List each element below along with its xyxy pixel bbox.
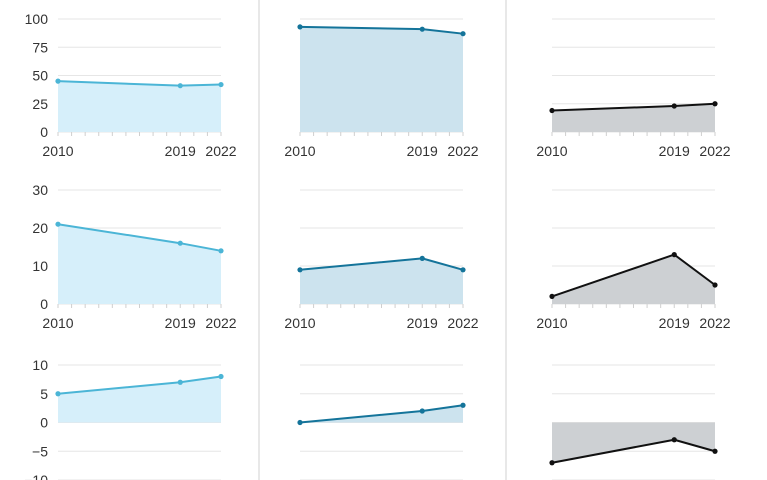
panel-r2c3: 2010 2019 2022 [536,189,731,331]
panel-r1c1-area [58,81,221,132]
panel-r2c2-x-tick-label: 2022 [447,315,478,331]
panel-r3c2-point-2022 [460,402,466,408]
panel-r3c1-point-2019 [177,379,183,385]
panel-r2c1-point-2010 [55,221,61,227]
panel-r2c3-point-2022 [712,282,718,288]
panel-r3c2-area [300,405,463,423]
panel-r1c1-y-tick-label: 75 [32,39,48,55]
panel-r3c2-point-2019 [419,408,425,414]
panel-r1c2-x-tick-label: 2010 [284,143,315,159]
panel-r1c2-area [300,26,463,132]
panel-r2c2-point-2022 [460,267,466,273]
panel-r1c3-point-2019 [671,103,677,109]
panel-r2c3-x-tick-label: 2019 [659,315,690,331]
panel-r1c3-point-2022 [712,101,718,107]
panel-r1c1-point-2010 [55,78,61,84]
panel-r1c2-x-tick-label: 2019 [407,143,438,159]
panel-r2c1-x-tick-label: 2010 [42,315,73,331]
panel-r3c3-point-2010 [549,460,555,466]
panel-r3c1-point-2022 [218,373,224,380]
panel-r1c3-x-tick-label: 2022 [699,143,730,159]
panel-r1c1-point-2019 [177,83,183,89]
panel-r3c1-point-2010 [55,391,61,397]
panel-r1c1-y-tick-label: 0 [40,124,48,140]
panel-r3c3-area [552,422,715,463]
panel-r1c2: 2010 2019 2022 [284,18,479,159]
panel-r2c2-point-2019 [419,255,425,261]
panel-r3c1-area [58,376,221,423]
panel-r3c1-y-tick-label: −10 [24,472,48,480]
panel-r1c3-point-2010 [549,107,555,114]
panel-r2c1-point-2019 [177,240,183,246]
panel-r2c2: 2010 2019 2022 [284,189,479,331]
panel-r3c2 [297,364,466,480]
panel-r1c3: 2010 2019 2022 [536,18,731,159]
panel-r1c1-x-tick-label: 2022 [205,143,236,159]
panel-r2c2-x-tick-label: 2019 [407,315,438,331]
panel-r2c2-area [300,258,463,304]
panel-r3c1-y-tick-label: 5 [40,386,48,402]
panel-r3c1: −10 −5 0 5 10 [24,357,224,480]
panel-r1c1-x-tick-label: 2019 [165,143,196,159]
panel-r2c3-point-2010 [549,293,555,299]
panel-r2c2-point-2010 [297,267,303,273]
panel-r3c1-y-tick-label: 10 [32,357,48,373]
panel-r1c3-x-tick-label: 2010 [536,143,567,159]
panel-r2c1-point-2022 [218,248,224,254]
panel-r2c3-point-2019 [671,252,677,258]
panel-r1c2-point-2019 [419,26,425,32]
panel-r3c3 [549,364,718,480]
panel-r1c1-x-tick-label: 2010 [42,143,73,159]
panel-r2c3-x-tick-label: 2010 [536,315,567,331]
panel-r1c1: 2010 2019 2022 0 25 50 75 100 [25,11,237,159]
panel-r3c1-y-tick-label: −5 [32,443,48,459]
panel-r1c1-y-tick-label: 100 [25,11,49,27]
panel-r2c1-y-tick-label: 10 [32,258,48,274]
panel-r1c2-point-2022 [460,31,466,37]
panel-r1c1-y-tick-label: 50 [32,68,48,84]
panel-r1c1-point-2022 [218,81,224,88]
panel-r2c1-y-tick-label: 20 [32,220,48,236]
panel-r2c1-x-tick-label: 2019 [165,315,196,331]
panel-r1c3-area [552,103,715,132]
panel-r2c1-y-tick-label: 30 [32,182,48,198]
panel-r3c2-point-2010 [297,419,303,426]
panel-r2c1-x-tick-label: 2022 [205,315,236,331]
panel-r2c1-y-tick-label: 0 [40,296,48,312]
panel-r2c3-area [552,254,715,304]
panel-r1c2-x-tick-label: 2022 [447,143,478,159]
panel-r2c1: 2010 2019 2022 0 10 20 30 [32,182,236,331]
panel-r1c3-x-tick-label: 2019 [659,143,690,159]
panel-r2c3-x-tick-label: 2022 [699,315,730,331]
panel-r2c2-x-tick-label: 2010 [284,315,315,331]
panel-r1c2-point-2010 [297,24,303,30]
panel-r1c1-y-tick-label: 25 [32,96,48,112]
panel-r3c1-y-tick-label: 0 [40,415,48,431]
panel-r3c3-point-2019 [671,437,677,443]
panel-r3c3-point-2022 [712,448,718,454]
